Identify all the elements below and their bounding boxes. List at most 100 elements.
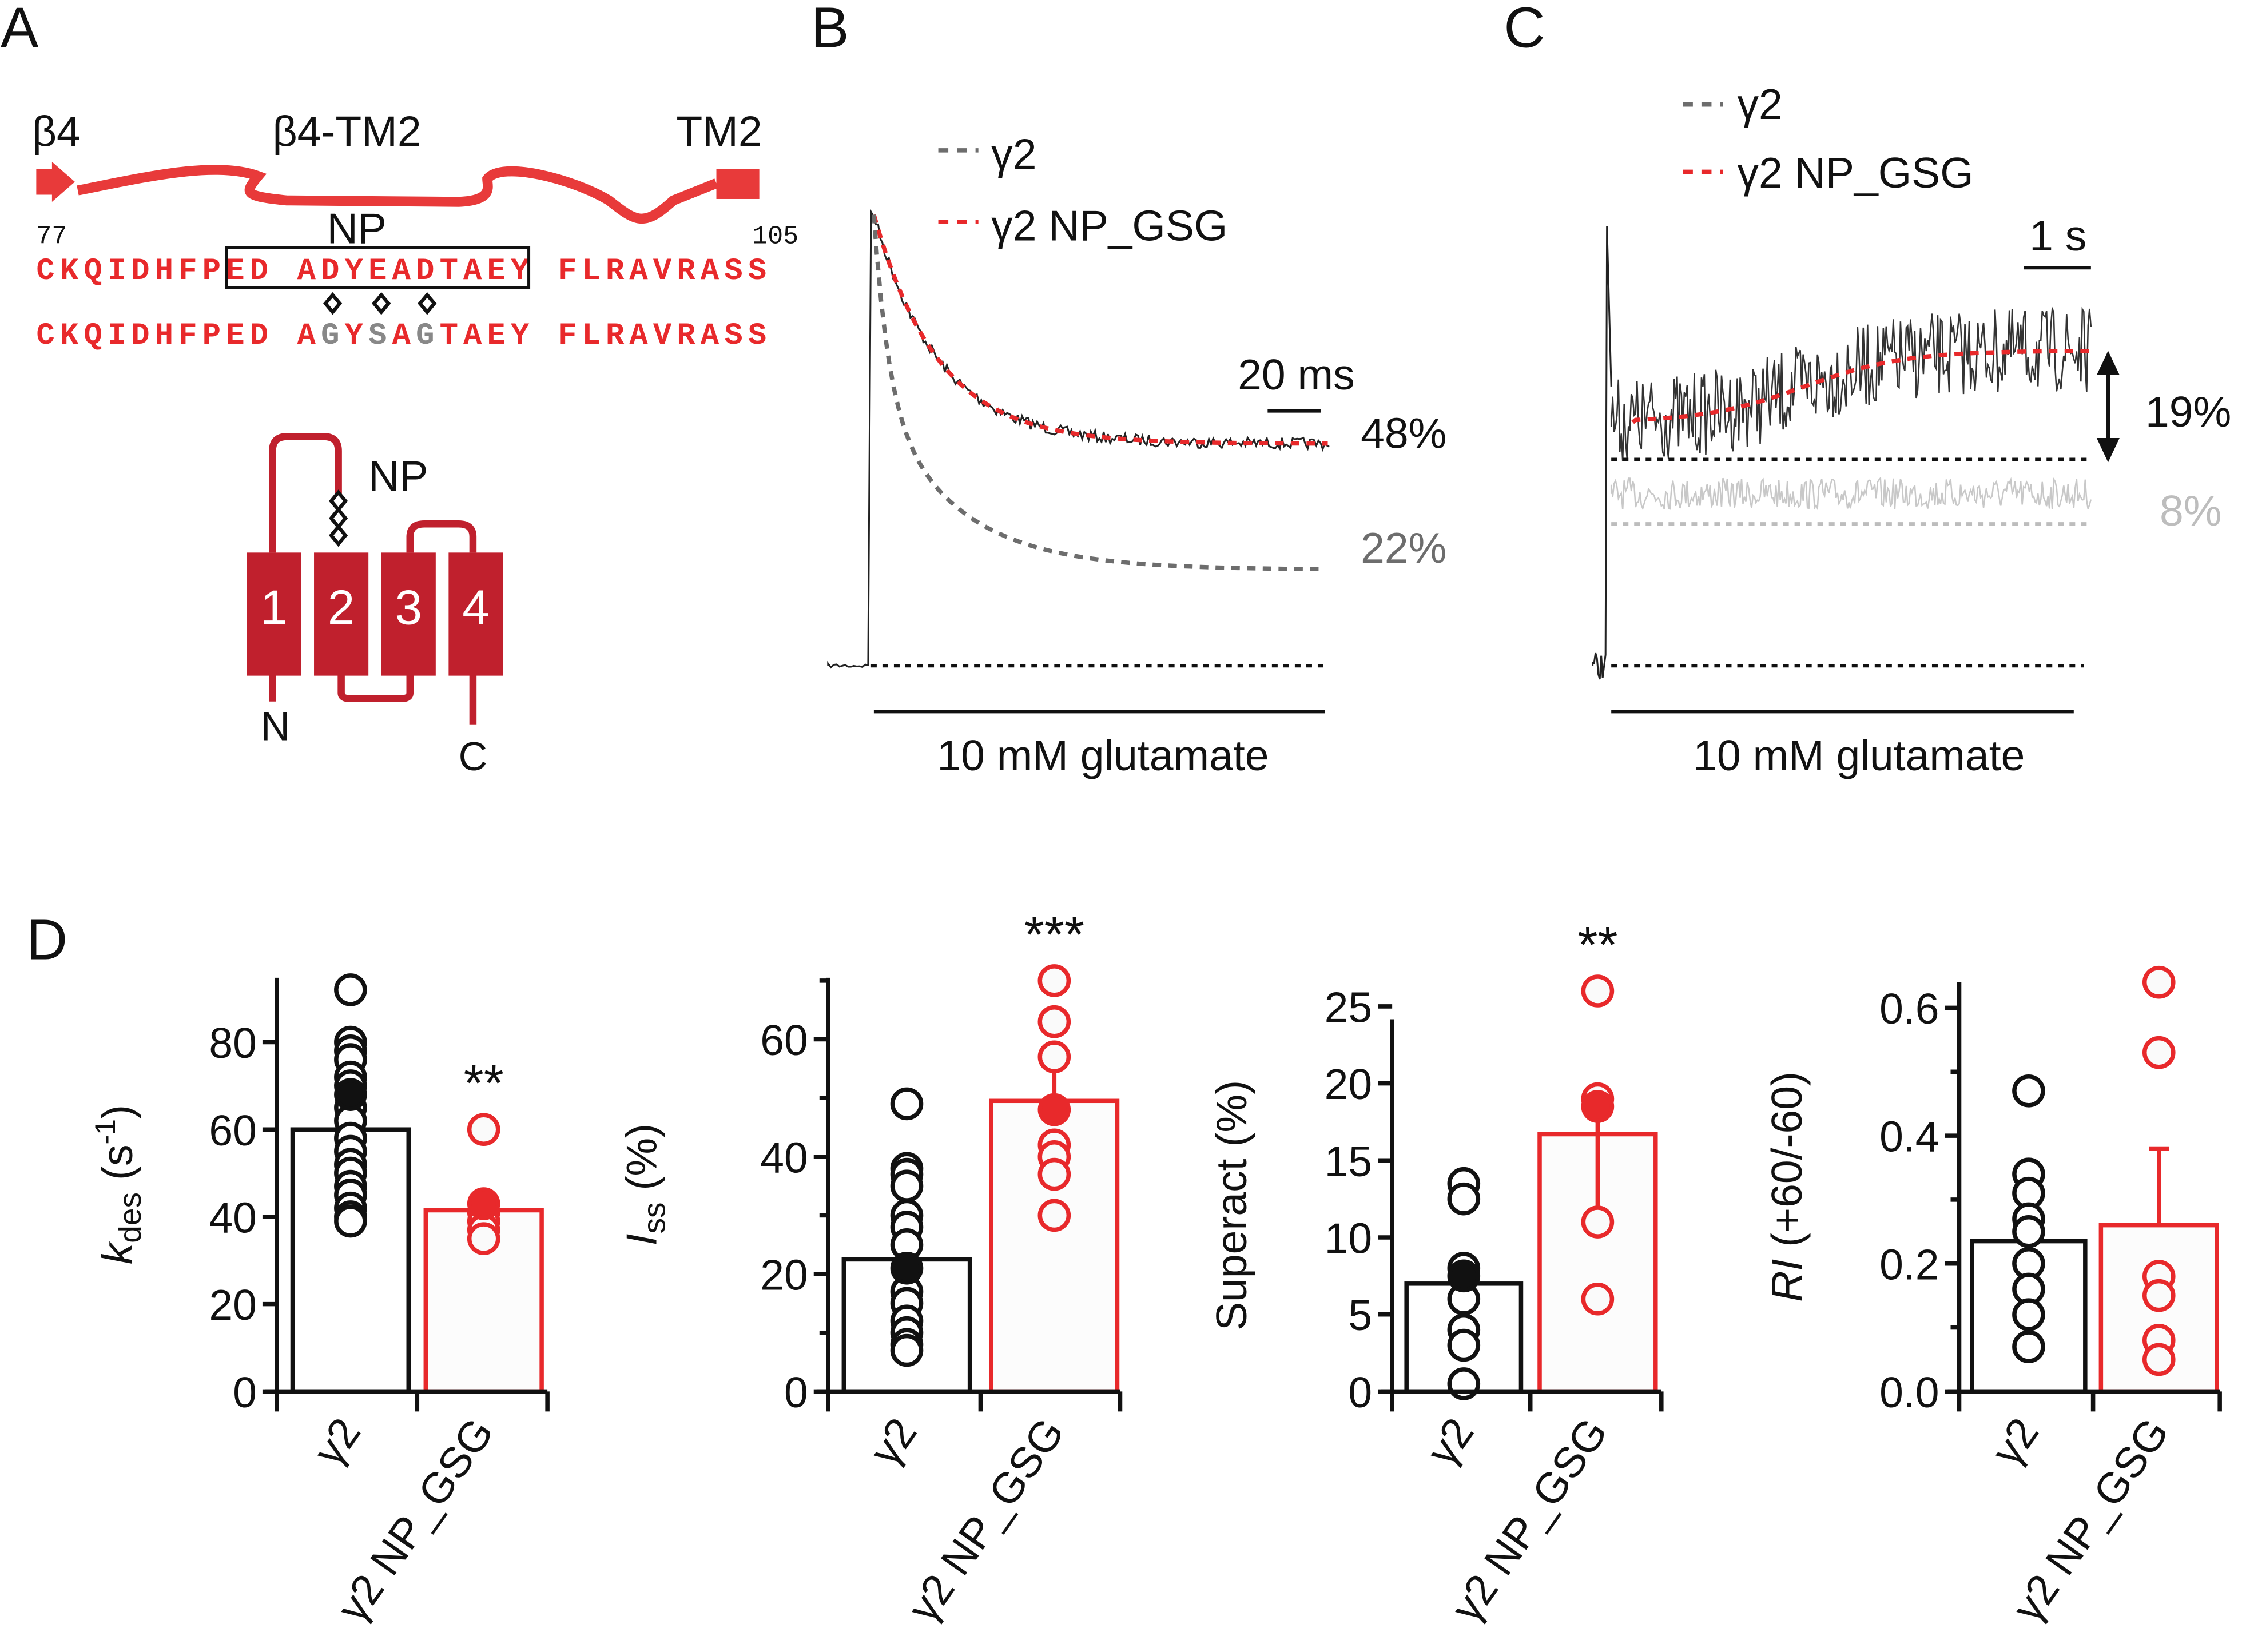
y-tick-label: 0.4: [1879, 1113, 1939, 1161]
y-tick-label: 0: [233, 1368, 257, 1416]
panel-label-c: C: [1504, 0, 1545, 60]
y-tick-label: 5: [1348, 1291, 1372, 1339]
data-point: [467, 1113, 500, 1147]
trace-c: [1592, 226, 2092, 680]
data-point: [1581, 974, 1615, 1008]
panel-label-a: A: [1, 0, 39, 60]
data-point: [1447, 1182, 1481, 1216]
y-tick-label: 0.2: [1879, 1240, 1939, 1288]
data-point: [1037, 1005, 1071, 1038]
data-point: [2012, 1215, 2045, 1248]
stim-label-c: 10 mM glutamate: [1693, 731, 2025, 779]
data-point: [1447, 1328, 1481, 1362]
helix-4: [448, 552, 503, 676]
legend-mutant: γ2 NP_GSG: [991, 202, 1227, 250]
y-tick-label: 60: [760, 1016, 808, 1064]
fit-mutant: [1631, 349, 2091, 424]
category-label: γ2: [860, 1409, 925, 1474]
data-point: [1037, 1199, 1071, 1232]
mutation-markers: [323, 292, 437, 315]
data-point: [890, 1169, 924, 1203]
data-point: [467, 1222, 500, 1255]
legend-wt: γ2: [1737, 80, 1782, 128]
pct-wt-b: 22%: [1361, 524, 1446, 572]
data-point: [1581, 1205, 1615, 1239]
y-tick-label: 20: [1325, 1060, 1373, 1108]
y-tick-label: 10: [1325, 1215, 1373, 1263]
pct-mutant-b: 48%: [1361, 409, 1446, 457]
data-point: [1037, 1040, 1071, 1074]
current-trace-mutant-raw: [827, 208, 1330, 669]
trace-b: [827, 208, 1330, 669]
data-point: [2012, 1074, 2045, 1108]
y-tick-label: 0: [784, 1368, 808, 1416]
loop-ribbon: [77, 165, 718, 224]
significance-stars: **: [464, 1054, 504, 1112]
y-axis-label: Iss (%): [617, 1124, 671, 1246]
category-label: γ2: [304, 1409, 369, 1474]
panel-label-b: B: [811, 0, 849, 60]
c-terminus-label: C: [459, 734, 488, 779]
stim-label-b: 10 mM glutamate: [937, 731, 1269, 779]
scale-label-c: 1 s: [2029, 212, 2086, 260]
trace-onset: [1592, 226, 1612, 680]
helix-2: [314, 552, 369, 676]
label-beta4: β4: [32, 107, 81, 155]
legend-mutant: γ2 NP_GSG: [1737, 149, 1973, 197]
y-tick-label: 0.6: [1879, 985, 1939, 1033]
y-tick-label: 25: [1325, 983, 1373, 1031]
data-point: [2012, 1298, 2045, 1331]
helix-label: 3: [395, 581, 422, 635]
y-tick-label: 0: [1348, 1368, 1372, 1416]
double-arrow-icon: [2096, 351, 2120, 463]
mean-point: [1037, 1093, 1071, 1126]
data-point: [2142, 1279, 2176, 1312]
category-label: γ2 NP_GSG: [899, 1409, 1074, 1630]
significance-stars: **: [1577, 916, 1617, 974]
current-trace-mutant: [1610, 306, 2092, 461]
residue-end: 105: [752, 222, 798, 252]
y-axis-label: Superact (%): [1207, 1080, 1255, 1331]
sequence-wildtype: CKQIDHFPED ADYEADTAEY FLRAVRASS: [36, 254, 766, 289]
fit-mutant: [872, 214, 1328, 446]
data-point: [890, 1087, 924, 1121]
data-point: [2012, 1330, 2045, 1363]
y-axis-label: RI (+60/-60): [1763, 1072, 1811, 1302]
label-np: NP: [327, 205, 387, 253]
y-tick-label: 80: [209, 1019, 257, 1067]
data-point: [2142, 1343, 2176, 1376]
scale-label-b: 20 ms: [1238, 351, 1355, 399]
data-point: [2142, 1036, 2176, 1069]
helix-1: [247, 552, 301, 676]
y-tick-label: 60: [209, 1106, 257, 1155]
data-point: [1581, 1282, 1615, 1316]
category-label: γ2: [1417, 1409, 1482, 1474]
y-tick-label: 20: [209, 1281, 257, 1329]
mean-point: [1581, 1090, 1615, 1123]
data-point: [334, 1204, 367, 1238]
helix-3: [381, 552, 436, 676]
n-terminus-label: N: [261, 704, 290, 749]
tm2-block: [716, 169, 760, 199]
data-point: [1037, 964, 1071, 997]
data-point: [1037, 1157, 1071, 1191]
topology-diagram: 1 2 3 4 NP N C: [247, 433, 503, 779]
current-trace-wt: [1610, 476, 2092, 511]
significance-stars: ***: [1024, 906, 1084, 964]
y-axis-label: kdes (s-1): [89, 1105, 148, 1264]
panel-c: γ2 γ2 NP_GSG 1 s 19% 8% 10 mM glutamate: [1592, 80, 2231, 779]
label-tm2: TM2: [676, 107, 762, 155]
panel-b: γ2 γ2 NP_GSG 20 ms 48% 22% 10 mM glutama…: [827, 130, 1446, 779]
helix-label: 4: [462, 581, 489, 635]
sequence-mutant: CKQIDHFPED A G Y S A G TAEY FLRAVRASS: [36, 319, 766, 353]
mean-point: [890, 1252, 924, 1285]
trace-wt: [872, 214, 1324, 572]
beta-strand-arrow: [36, 161, 75, 202]
category-label: γ2: [1982, 1409, 2048, 1474]
y-tick-label: 40: [209, 1193, 257, 1241]
pct-wt-c: 8%: [2160, 487, 2222, 535]
